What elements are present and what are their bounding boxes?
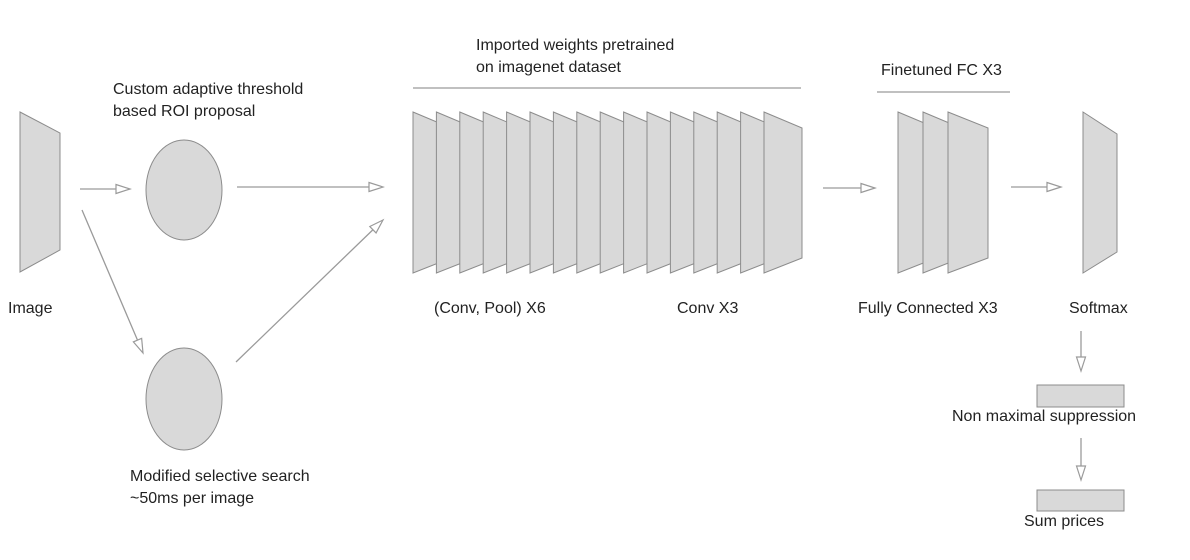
conv-pool-label: (Conv, Pool) X6 <box>434 300 546 317</box>
flow-arrow <box>80 183 132 195</box>
nms-box <box>1036 384 1125 408</box>
flow-arrow <box>1075 331 1087 373</box>
image-label: Image <box>8 300 53 317</box>
nms-label: Non maximal suppression <box>952 408 1137 425</box>
roi-proposal-label-line2: based ROI proposal <box>113 103 256 120</box>
sum-prices-label: Sum prices <box>1024 513 1105 530</box>
softmax-label: Softmax <box>1069 300 1128 317</box>
conv-layer-stack <box>412 111 803 274</box>
pretrained-label-line1: Imported weights pretrained <box>476 37 675 54</box>
flow-arrow <box>1011 181 1063 193</box>
selective-search-label-line2: ~50ms per image <box>130 490 255 507</box>
flow-arrow <box>823 182 877 194</box>
softmax-shape <box>1082 111 1118 274</box>
selective-search-ellipse <box>145 347 223 451</box>
pretrained-label-line2: on imagenet dataset <box>476 59 621 76</box>
fc-layer-stack <box>897 111 989 274</box>
sum-prices-box <box>1036 489 1125 512</box>
arrows <box>80 181 1087 482</box>
roi-proposal-ellipse <box>145 139 223 241</box>
conv-layer-block <box>763 111 803 274</box>
image-input-shape <box>19 111 61 273</box>
fc-layer-block <box>947 111 989 274</box>
conv-label: Conv X3 <box>677 300 739 317</box>
flow-arrow <box>1075 438 1087 482</box>
flow-arrow <box>81 209 144 355</box>
flow-arrow <box>235 218 385 363</box>
selective-search-label-line1: Modified selective search <box>130 468 310 485</box>
flow-arrow <box>237 181 385 193</box>
fully-connected-label: Fully Connected X3 <box>858 300 998 317</box>
roi-proposal-label-line1: Custom adaptive threshold <box>113 81 304 98</box>
finetuned-label: Finetuned FC X3 <box>881 62 1002 79</box>
